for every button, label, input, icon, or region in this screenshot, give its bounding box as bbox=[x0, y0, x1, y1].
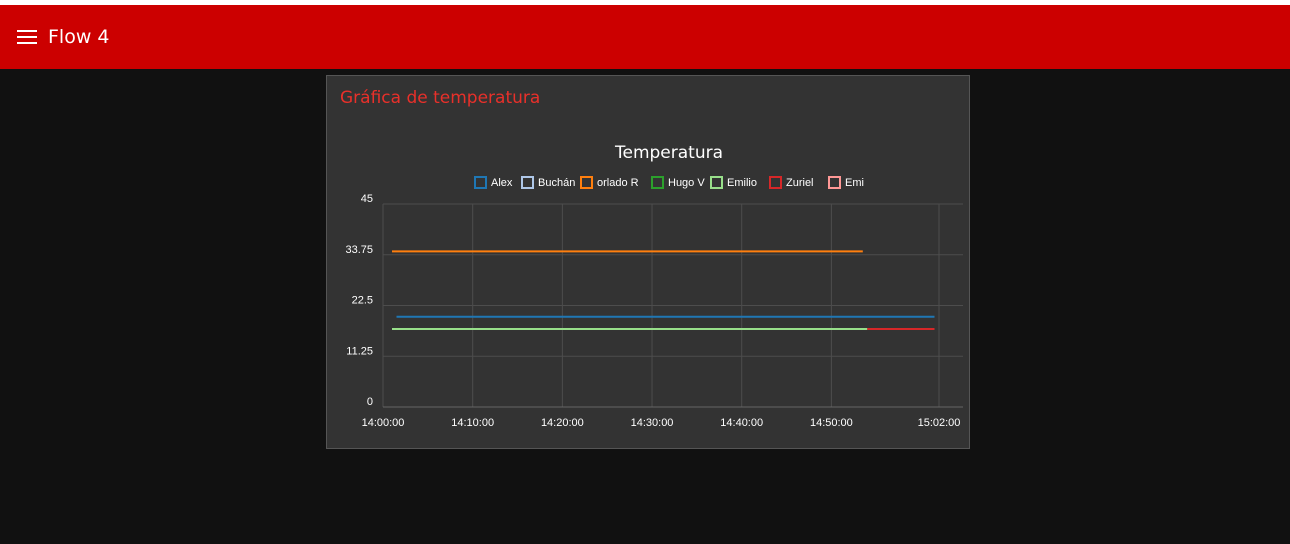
y-tick-label: 33.75 bbox=[345, 244, 373, 256]
legend-swatch bbox=[521, 176, 534, 189]
legend-swatch bbox=[828, 176, 841, 189]
legend-label: Alex bbox=[491, 177, 513, 189]
x-tick-label: 14:40:00 bbox=[720, 417, 763, 429]
page-title: Flow 4 bbox=[48, 26, 110, 48]
x-tick-label: 14:00:00 bbox=[362, 417, 405, 429]
legend-swatch bbox=[474, 176, 487, 189]
legend-swatch bbox=[651, 176, 664, 189]
legend-label: orlado R bbox=[597, 177, 639, 189]
legend-label: Emi bbox=[845, 177, 864, 189]
toolbar: Flow 4 bbox=[0, 5, 1290, 69]
y-tick-label: 0 bbox=[367, 396, 373, 408]
legend-swatch bbox=[580, 176, 593, 189]
x-tick-label: 14:20:00 bbox=[541, 417, 584, 429]
y-tick-label: 45 bbox=[361, 193, 373, 205]
legend-label: Zuriel bbox=[786, 177, 814, 189]
legend-label: Emilio bbox=[727, 177, 757, 189]
x-tick-label: 14:30:00 bbox=[631, 417, 674, 429]
x-tick-label: 14:10:00 bbox=[451, 417, 494, 429]
y-tick-label: 11.25 bbox=[346, 345, 373, 357]
card-title: Gráfica de temperatura bbox=[340, 88, 541, 108]
x-tick-label: 14:50:00 bbox=[810, 417, 853, 429]
chart-title: Temperatura bbox=[614, 143, 723, 163]
legend-swatch bbox=[769, 176, 782, 189]
hamburger-menu-icon[interactable] bbox=[17, 30, 37, 44]
chart-card: Gráfica de temperatura Temperatura Alex Bu… bbox=[326, 75, 970, 449]
temperature-chart: Temperatura Alex Buchán orlado R Hugo V Emili… bbox=[345, 143, 963, 429]
x-tick-label: 15:02:00 bbox=[918, 417, 961, 429]
legend-swatch bbox=[710, 176, 723, 189]
legend-label: Buchán bbox=[538, 177, 575, 189]
top-strip bbox=[0, 0, 1290, 5]
y-tick-label: 22.5 bbox=[352, 295, 373, 307]
legend-label: Hugo V bbox=[668, 177, 705, 189]
